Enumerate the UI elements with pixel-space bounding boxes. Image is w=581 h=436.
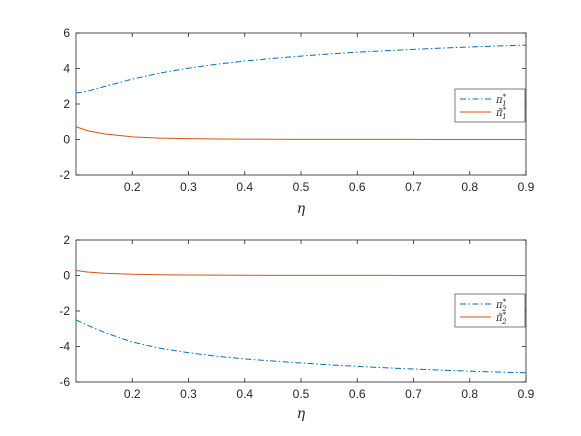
x-tick-label: 0.2: [124, 180, 141, 194]
x-tick-label: 0.7: [405, 387, 422, 401]
legend-label: π̃* 2: [495, 311, 507, 326]
y-tick-label: 6: [63, 26, 70, 40]
x-tick-label: 0.6: [349, 387, 366, 401]
x-axis-label: η: [297, 201, 306, 217]
series-line-pi-2: [75, 319, 527, 374]
x-tick-label: 0.8: [461, 180, 478, 194]
y-tick-label: 4: [63, 62, 70, 76]
chart-panel-2: 0.2 0.3 0.4 0.5 0.6 0.7 0.8 0.9 -6 -4 -2 0 2 η π* 2π̃* 2: [59, 233, 534, 422]
legend-box: [454, 293, 526, 328]
y-tick-label: -2: [59, 304, 70, 318]
y-tick-label: -4: [59, 340, 70, 354]
series-line-pi-tilde-2: [75, 270, 526, 276]
x-tick-label: 0.7: [405, 180, 422, 194]
x-tick-label: 0.5: [293, 387, 310, 401]
y-tick-label: -6: [59, 375, 70, 389]
y-tick-label: 0: [63, 133, 70, 147]
y-tick-label: 0: [63, 269, 70, 283]
legend-label: π̃* 1: [495, 106, 507, 121]
legend-label: π* 1: [495, 93, 507, 108]
x-tick-label: 0.4: [236, 180, 253, 194]
x-tick-label: 0.9: [518, 387, 535, 401]
series-line-pi-1: [75, 44, 527, 94]
x-tick-label: 0.9: [518, 180, 535, 194]
x-tick-label: 0.3: [180, 387, 197, 401]
y-tick-label: 2: [63, 233, 70, 247]
x-tick-label: 0.5: [293, 180, 310, 194]
legend: π* 1π̃* 1: [454, 88, 526, 123]
legend: π* 2π̃* 2: [454, 293, 526, 328]
x-axis-label: η: [297, 406, 306, 422]
y-tick-label: 2: [63, 97, 70, 111]
series-line-pi-tilde-1: [75, 126, 527, 140]
chart-panel-1: 0.2 0.3 0.4 0.5 0.6 0.7 0.8 0.9 -2 0 2 4 6 η π* 1π̃* 1: [59, 26, 534, 217]
x-tick-label: 0.2: [124, 387, 141, 401]
x-tick-label: 0.3: [180, 180, 197, 194]
legend-box: [454, 88, 526, 123]
x-tick-label: 0.8: [461, 387, 478, 401]
y-tick-label: -2: [59, 168, 70, 182]
plot-area: [75, 32, 527, 176]
x-tick-label: 0.4: [236, 387, 253, 401]
legend-label: π* 2: [495, 298, 507, 313]
x-tick-label: 0.6: [349, 180, 366, 194]
